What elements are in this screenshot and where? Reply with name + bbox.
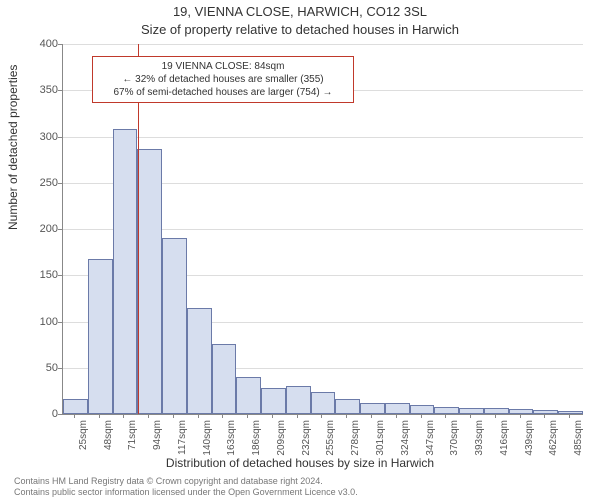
annotation-box: 19 VIENNA CLOSE: 84sqm← 32% of detached … xyxy=(92,56,354,103)
y-tick-label: 50 xyxy=(26,362,58,374)
histogram-bar xyxy=(385,403,410,414)
gridline xyxy=(63,137,583,138)
y-tick-label: 400 xyxy=(26,38,58,50)
annotation-line: ← 32% of detached houses are smaller (35… xyxy=(99,73,347,86)
histogram-bar xyxy=(360,403,385,414)
x-tick-mark xyxy=(470,414,471,418)
histogram-bar xyxy=(509,409,534,414)
histogram-bar xyxy=(88,259,113,414)
annotation-line: 67% of semi-detached houses are larger (… xyxy=(99,86,347,99)
x-tick-label: 301sqm xyxy=(375,420,386,456)
x-tick-label: 347sqm xyxy=(425,420,436,456)
y-tick-mark xyxy=(58,183,62,184)
x-tick-mark xyxy=(321,414,322,418)
x-tick-mark xyxy=(544,414,545,418)
annotation-line: 19 VIENNA CLOSE: 84sqm xyxy=(99,60,347,73)
x-tick-label: 324sqm xyxy=(400,420,411,456)
chart-title-subtitle: Size of property relative to detached ho… xyxy=(0,22,600,37)
histogram-bar xyxy=(63,399,88,414)
x-tick-mark xyxy=(445,414,446,418)
x-tick-mark xyxy=(396,414,397,418)
histogram-bar xyxy=(162,238,187,414)
x-tick-mark xyxy=(346,414,347,418)
chart-container: 19, VIENNA CLOSE, HARWICH, CO12 3SL Size… xyxy=(0,0,600,500)
x-tick-mark xyxy=(148,414,149,418)
x-axis-label: Distribution of detached houses by size … xyxy=(0,456,600,470)
x-tick-mark xyxy=(520,414,521,418)
x-tick-mark xyxy=(198,414,199,418)
x-tick-mark xyxy=(99,414,100,418)
y-tick-label: 200 xyxy=(26,223,58,235)
y-tick-label: 250 xyxy=(26,177,58,189)
chart-title-address: 19, VIENNA CLOSE, HARWICH, CO12 3SL xyxy=(0,4,600,19)
x-tick-label: 393sqm xyxy=(474,420,485,456)
footer-line-1: Contains HM Land Registry data © Crown c… xyxy=(14,476,358,487)
x-tick-label: 439sqm xyxy=(524,420,535,456)
x-tick-label: 48sqm xyxy=(103,420,114,456)
y-tick-mark xyxy=(58,137,62,138)
y-tick-mark xyxy=(58,368,62,369)
y-tick-mark xyxy=(58,229,62,230)
footer-line-2: Contains public sector information licen… xyxy=(14,487,358,498)
y-tick-mark xyxy=(58,414,62,415)
x-tick-mark xyxy=(247,414,248,418)
histogram-bar xyxy=(286,386,311,414)
histogram-bar xyxy=(113,129,138,414)
histogram-bar xyxy=(558,411,583,414)
y-tick-label: 0 xyxy=(26,408,58,420)
gridline xyxy=(63,44,583,45)
histogram-bar xyxy=(459,408,484,414)
x-tick-mark xyxy=(173,414,174,418)
x-tick-mark xyxy=(421,414,422,418)
x-tick-mark xyxy=(371,414,372,418)
x-tick-label: 209sqm xyxy=(276,420,287,456)
histogram-bar xyxy=(137,149,162,414)
y-tick-mark xyxy=(58,322,62,323)
histogram-bar xyxy=(410,405,435,414)
x-tick-label: 485sqm xyxy=(573,420,584,456)
x-tick-mark xyxy=(123,414,124,418)
x-tick-mark xyxy=(272,414,273,418)
x-tick-label: 232sqm xyxy=(301,420,312,456)
x-tick-mark xyxy=(74,414,75,418)
y-tick-label: 100 xyxy=(26,316,58,328)
histogram-bar xyxy=(236,377,261,414)
x-tick-label: 255sqm xyxy=(325,420,336,456)
x-tick-label: 94sqm xyxy=(152,420,163,456)
histogram-bar xyxy=(484,408,509,414)
y-tick-mark xyxy=(58,275,62,276)
histogram-bar xyxy=(212,344,237,414)
x-tick-label: 278sqm xyxy=(350,420,361,456)
x-tick-label: 71sqm xyxy=(127,420,138,456)
x-tick-mark xyxy=(569,414,570,418)
y-axis-label: Number of detached properties xyxy=(6,65,20,230)
footer-credits: Contains HM Land Registry data © Crown c… xyxy=(14,476,358,498)
histogram-bar xyxy=(261,388,286,414)
x-tick-label: 25sqm xyxy=(78,420,89,456)
x-tick-label: 416sqm xyxy=(499,420,510,456)
histogram-bar xyxy=(533,410,558,414)
x-tick-label: 117sqm xyxy=(177,420,188,456)
x-tick-label: 163sqm xyxy=(226,420,237,456)
histogram-bar xyxy=(335,399,360,414)
x-tick-label: 462sqm xyxy=(548,420,559,456)
y-tick-mark xyxy=(58,90,62,91)
x-tick-mark xyxy=(495,414,496,418)
histogram-bar xyxy=(187,308,212,414)
histogram-bar xyxy=(311,392,336,414)
x-tick-label: 370sqm xyxy=(449,420,460,456)
y-tick-label: 300 xyxy=(26,131,58,143)
x-tick-mark xyxy=(297,414,298,418)
histogram-bar xyxy=(434,407,459,414)
x-tick-mark xyxy=(222,414,223,418)
y-tick-label: 150 xyxy=(26,269,58,281)
y-tick-mark xyxy=(58,44,62,45)
y-tick-label: 350 xyxy=(26,84,58,96)
x-tick-label: 186sqm xyxy=(251,420,262,456)
x-tick-label: 140sqm xyxy=(202,420,213,456)
